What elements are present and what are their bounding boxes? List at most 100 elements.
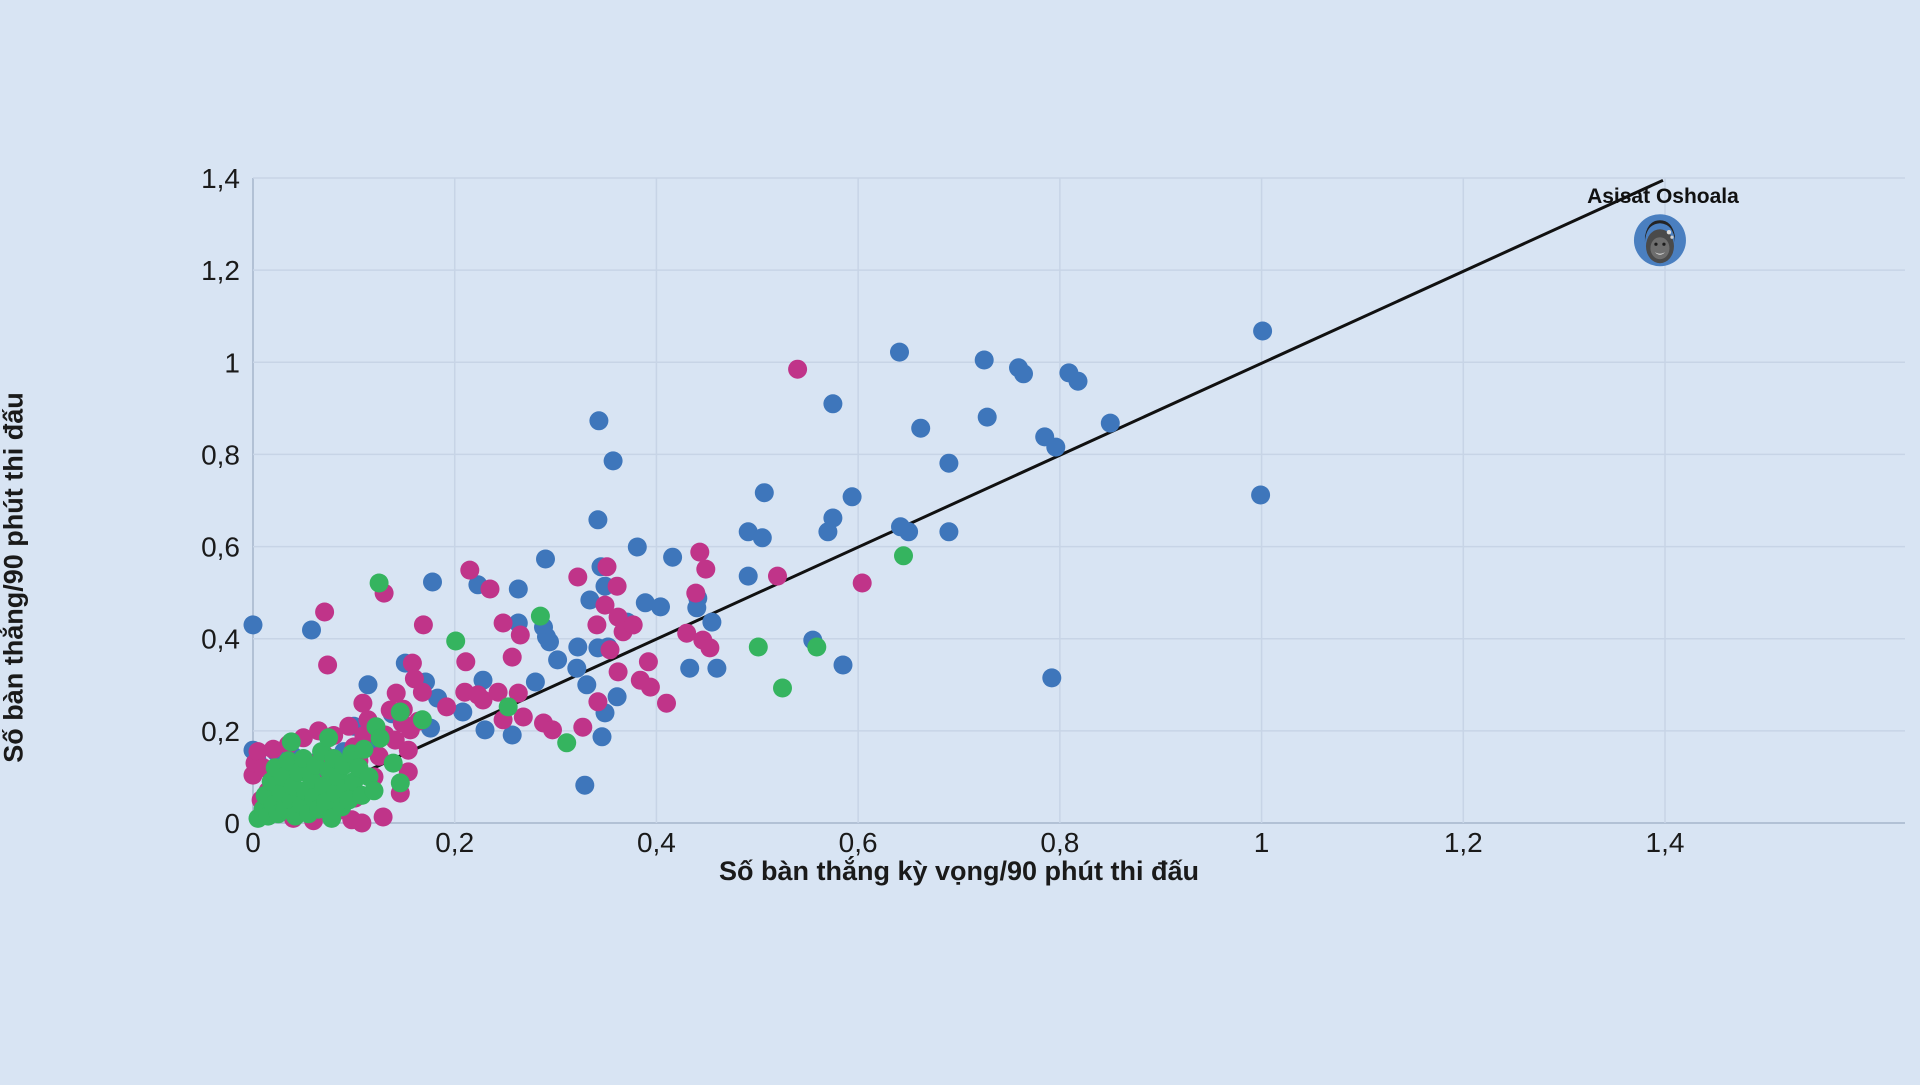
avatar-photo (1644, 220, 1675, 264)
data-point-magenta (318, 655, 338, 675)
identity-line (252, 178, 1664, 825)
data-point-magenta (473, 690, 493, 710)
data-point-blue (302, 620, 321, 640)
data-point-magenta (677, 623, 697, 643)
data-point-blue (568, 637, 588, 657)
data-point-magenta (608, 662, 628, 682)
data-point-magenta (369, 746, 389, 766)
y-tick-label: 0,2 (201, 716, 240, 747)
y-tick-label: 1 (224, 347, 240, 378)
data-point-blue (603, 451, 623, 471)
player-annotation-label: Asisat Oshoala (1587, 185, 1739, 208)
avatar-face (1650, 237, 1670, 260)
data-point-green (446, 631, 466, 651)
gridlines (252, 177, 1905, 824)
data-point-blue (588, 510, 608, 530)
data-point-magenta (768, 566, 787, 586)
x-tick-label: 0,2 (435, 827, 474, 858)
data-point-magenta (852, 573, 872, 593)
data-point-magenta (402, 653, 422, 673)
data-point-magenta (568, 567, 588, 587)
data-point-blue (525, 672, 545, 692)
data-point-magenta (413, 615, 433, 635)
data-point-magenta (608, 607, 628, 627)
x-tick-label: 1,4 (1646, 827, 1685, 858)
data-point-blue (823, 508, 843, 528)
data-point-magenta (510, 625, 530, 645)
data-point-green (319, 728, 339, 748)
data-point-green (773, 678, 792, 698)
data-point-green (354, 739, 374, 759)
x-tick-label: 1 (1254, 827, 1270, 858)
data-point-magenta (480, 579, 500, 599)
avatar-smile (1654, 252, 1665, 255)
data-point-green (894, 546, 913, 566)
data-point-magenta (638, 652, 658, 672)
data-point-blue (1046, 437, 1066, 457)
data-point-blue (663, 547, 683, 567)
data-point-magenta (686, 583, 706, 603)
data-point-blue (738, 566, 758, 586)
y-axis-ticks: 0 0,2 0,4 0,6 0,8 1 1,2 1,4 (201, 163, 240, 839)
data-point-green (364, 781, 384, 801)
x-tick-label: 0 (245, 827, 261, 858)
data-point-blue (754, 483, 774, 503)
data-point-magenta (623, 615, 643, 635)
data-point-blue (589, 411, 609, 431)
data-point-green (383, 753, 403, 773)
data-point-green (557, 733, 577, 753)
data-point-blue (423, 572, 442, 592)
data-point-blue (939, 522, 959, 542)
data-point-magenta (263, 739, 283, 759)
data-point-blue (911, 418, 931, 438)
data-point-magenta (543, 720, 562, 740)
y-tick-label: 0,4 (201, 624, 240, 655)
data-point-magenta (597, 557, 617, 577)
x-tick-label: 0,8 (1040, 827, 1079, 858)
data-point-magenta (600, 640, 620, 660)
data-point-green (807, 637, 827, 657)
data-point-green (369, 573, 389, 593)
data-point-blue (1253, 321, 1273, 341)
data-point-blue (1251, 485, 1271, 505)
data-point-blue (702, 612, 722, 632)
data-point-magenta (352, 813, 372, 833)
y-tick-label: 0,8 (201, 439, 240, 470)
avatar-glint (1666, 229, 1672, 235)
data-point-blue (548, 650, 568, 670)
data-point-blue (977, 407, 997, 427)
data-point-magenta (248, 742, 268, 762)
data-point-magenta (502, 647, 522, 667)
data-point-blue (974, 350, 994, 370)
data-point-blue (502, 725, 522, 745)
y-tick-label: 1,2 (201, 255, 240, 286)
x-axis-ticks: 0 0,2 0,4 0,6 0,8 1 1,2 1,4 (245, 827, 1684, 858)
data-point-magenta (607, 576, 627, 596)
data-point-magenta (513, 707, 533, 727)
data-point-magenta (493, 613, 513, 633)
data-point-magenta (460, 560, 480, 580)
data-point-blue (607, 687, 627, 707)
data-point-blue (358, 675, 378, 695)
data-point-magenta (412, 682, 432, 702)
data-point-blue (833, 655, 853, 675)
data-point-blue (1042, 668, 1062, 688)
data-point-blue (508, 579, 528, 599)
data-point-blue (899, 522, 919, 542)
data-point-magenta (385, 730, 405, 750)
data-point-magenta (595, 595, 615, 615)
y-tick-label: 0 (224, 808, 240, 839)
y-axis-title: Số bàn thắng/90 phút thi đấu (0, 392, 29, 763)
data-point-blue (651, 597, 670, 617)
data-point-blue (577, 675, 597, 695)
data-point-magenta (588, 692, 608, 712)
data-point-green (390, 702, 410, 722)
data-point-blue (473, 670, 493, 690)
data-point-magenta (437, 697, 457, 717)
data-point-blue (1014, 364, 1033, 384)
data-point-magenta (657, 693, 676, 713)
data-point-blue (939, 453, 959, 473)
x-tick-label: 1,2 (1444, 827, 1483, 858)
